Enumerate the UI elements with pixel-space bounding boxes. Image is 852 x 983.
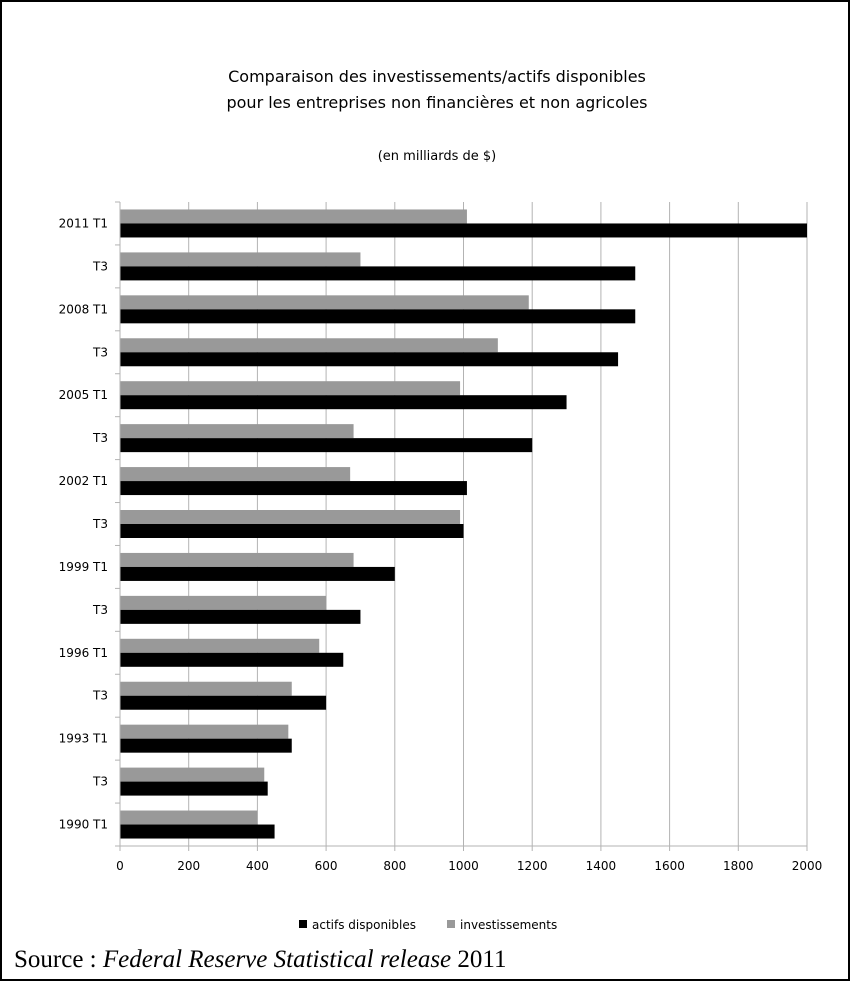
legend: actifs disponibles investissements bbox=[299, 918, 557, 932]
bar-investissements bbox=[120, 552, 354, 567]
chart-title-line2: pour les entreprises non financières et … bbox=[226, 93, 647, 112]
bar-investissements bbox=[120, 381, 461, 396]
bar-investissements bbox=[120, 638, 320, 653]
y-tick-label: T3 bbox=[92, 259, 108, 273]
bar-actifs-disponibles bbox=[120, 695, 327, 710]
chart-title: Comparaison des investissements/actifs d… bbox=[228, 67, 646, 86]
x-tick-label: 200 bbox=[177, 859, 200, 873]
chart-subtitle: (en milliards de $) bbox=[378, 149, 497, 164]
x-tick-label: 600 bbox=[315, 859, 338, 873]
x-tick-labels: 0 200 400 600 800 1000 1200 1400 1600 1800 2000 bbox=[116, 859, 822, 873]
x-tick-label: 0 bbox=[116, 859, 124, 873]
bar-actifs-disponibles bbox=[120, 738, 292, 753]
source-title: Federal Reserve Statistical release bbox=[102, 946, 452, 973]
bar-investissements bbox=[120, 295, 529, 310]
y-tick-label: 1996 T1 bbox=[59, 646, 108, 660]
y-tick-labels: 2011 T1 T3 2008 T1 T3 2005 T1 T3 2002 T1 T3 1999… bbox=[59, 216, 108, 831]
y-tick-label: T3 bbox=[92, 517, 108, 531]
y-tick-label: 1990 T1 bbox=[59, 818, 108, 832]
bar-actifs-disponibles bbox=[120, 566, 395, 581]
source-prefix: Source : bbox=[14, 946, 103, 973]
x-tick-label: 1600 bbox=[654, 859, 685, 873]
y-tick-label: 2005 T1 bbox=[59, 388, 108, 402]
legend-label-investissements: investissements bbox=[460, 918, 557, 932]
source-year: 2011 bbox=[451, 946, 507, 973]
bar-investissements bbox=[120, 424, 354, 439]
bar-investissements bbox=[120, 767, 265, 782]
legend-swatch-investissements bbox=[447, 920, 455, 928]
y-tick-label: 1999 T1 bbox=[59, 560, 108, 574]
bar-investissements bbox=[120, 510, 461, 524]
y-tick-label: 2002 T1 bbox=[59, 474, 108, 488]
bar-actifs-disponibles bbox=[120, 309, 636, 324]
x-tick-label: 400 bbox=[246, 859, 269, 873]
source-caption: Source : Federal Reserve Statistical rel… bbox=[14, 946, 506, 974]
bar-actifs-disponibles bbox=[120, 824, 275, 839]
x-tick-label: 1200 bbox=[517, 859, 548, 873]
bar-investissements bbox=[120, 338, 498, 353]
x-tick-label: 2000 bbox=[792, 859, 823, 873]
bar-investissements bbox=[120, 810, 258, 825]
y-tick-label: T3 bbox=[92, 689, 108, 703]
bar-actifs-disponibles bbox=[120, 652, 344, 667]
bar-investissements bbox=[120, 681, 292, 696]
bar-actifs-disponibles bbox=[120, 266, 636, 281]
y-tick-label: T3 bbox=[92, 431, 108, 445]
bar-investissements bbox=[120, 209, 467, 224]
bar-actifs-disponibles bbox=[120, 223, 807, 238]
y-tick-label: T3 bbox=[92, 775, 108, 789]
x-tick-label: 1800 bbox=[723, 859, 754, 873]
axes bbox=[115, 201, 808, 851]
bar-investissements bbox=[120, 467, 351, 482]
y-tick-label: T3 bbox=[92, 603, 108, 617]
x-tick-label: 800 bbox=[383, 859, 406, 873]
bar-actifs-disponibles bbox=[120, 438, 533, 453]
y-tick-label: T3 bbox=[92, 345, 108, 359]
bar-investissements bbox=[120, 252, 361, 267]
legend-label-actifs: actifs disponibles bbox=[312, 918, 416, 932]
bar-actifs-disponibles bbox=[120, 781, 268, 796]
x-tick-label: 1000 bbox=[448, 859, 479, 873]
y-tick-label: 2011 T1 bbox=[59, 216, 108, 230]
bar-actifs-disponibles bbox=[120, 609, 361, 624]
y-tick-label: 2008 T1 bbox=[59, 302, 108, 316]
bar-actifs-disponibles bbox=[120, 481, 467, 496]
bar-actifs-disponibles bbox=[120, 524, 464, 538]
bar-actifs-disponibles bbox=[120, 395, 567, 410]
bars bbox=[120, 209, 807, 839]
bar-actifs-disponibles bbox=[120, 352, 619, 367]
bar-investissements bbox=[120, 595, 327, 610]
bar-investissements bbox=[120, 724, 289, 739]
legend-swatch-actifs bbox=[299, 920, 307, 928]
x-tick-label: 1400 bbox=[586, 859, 617, 873]
y-tick-label: 1993 T1 bbox=[59, 732, 108, 746]
